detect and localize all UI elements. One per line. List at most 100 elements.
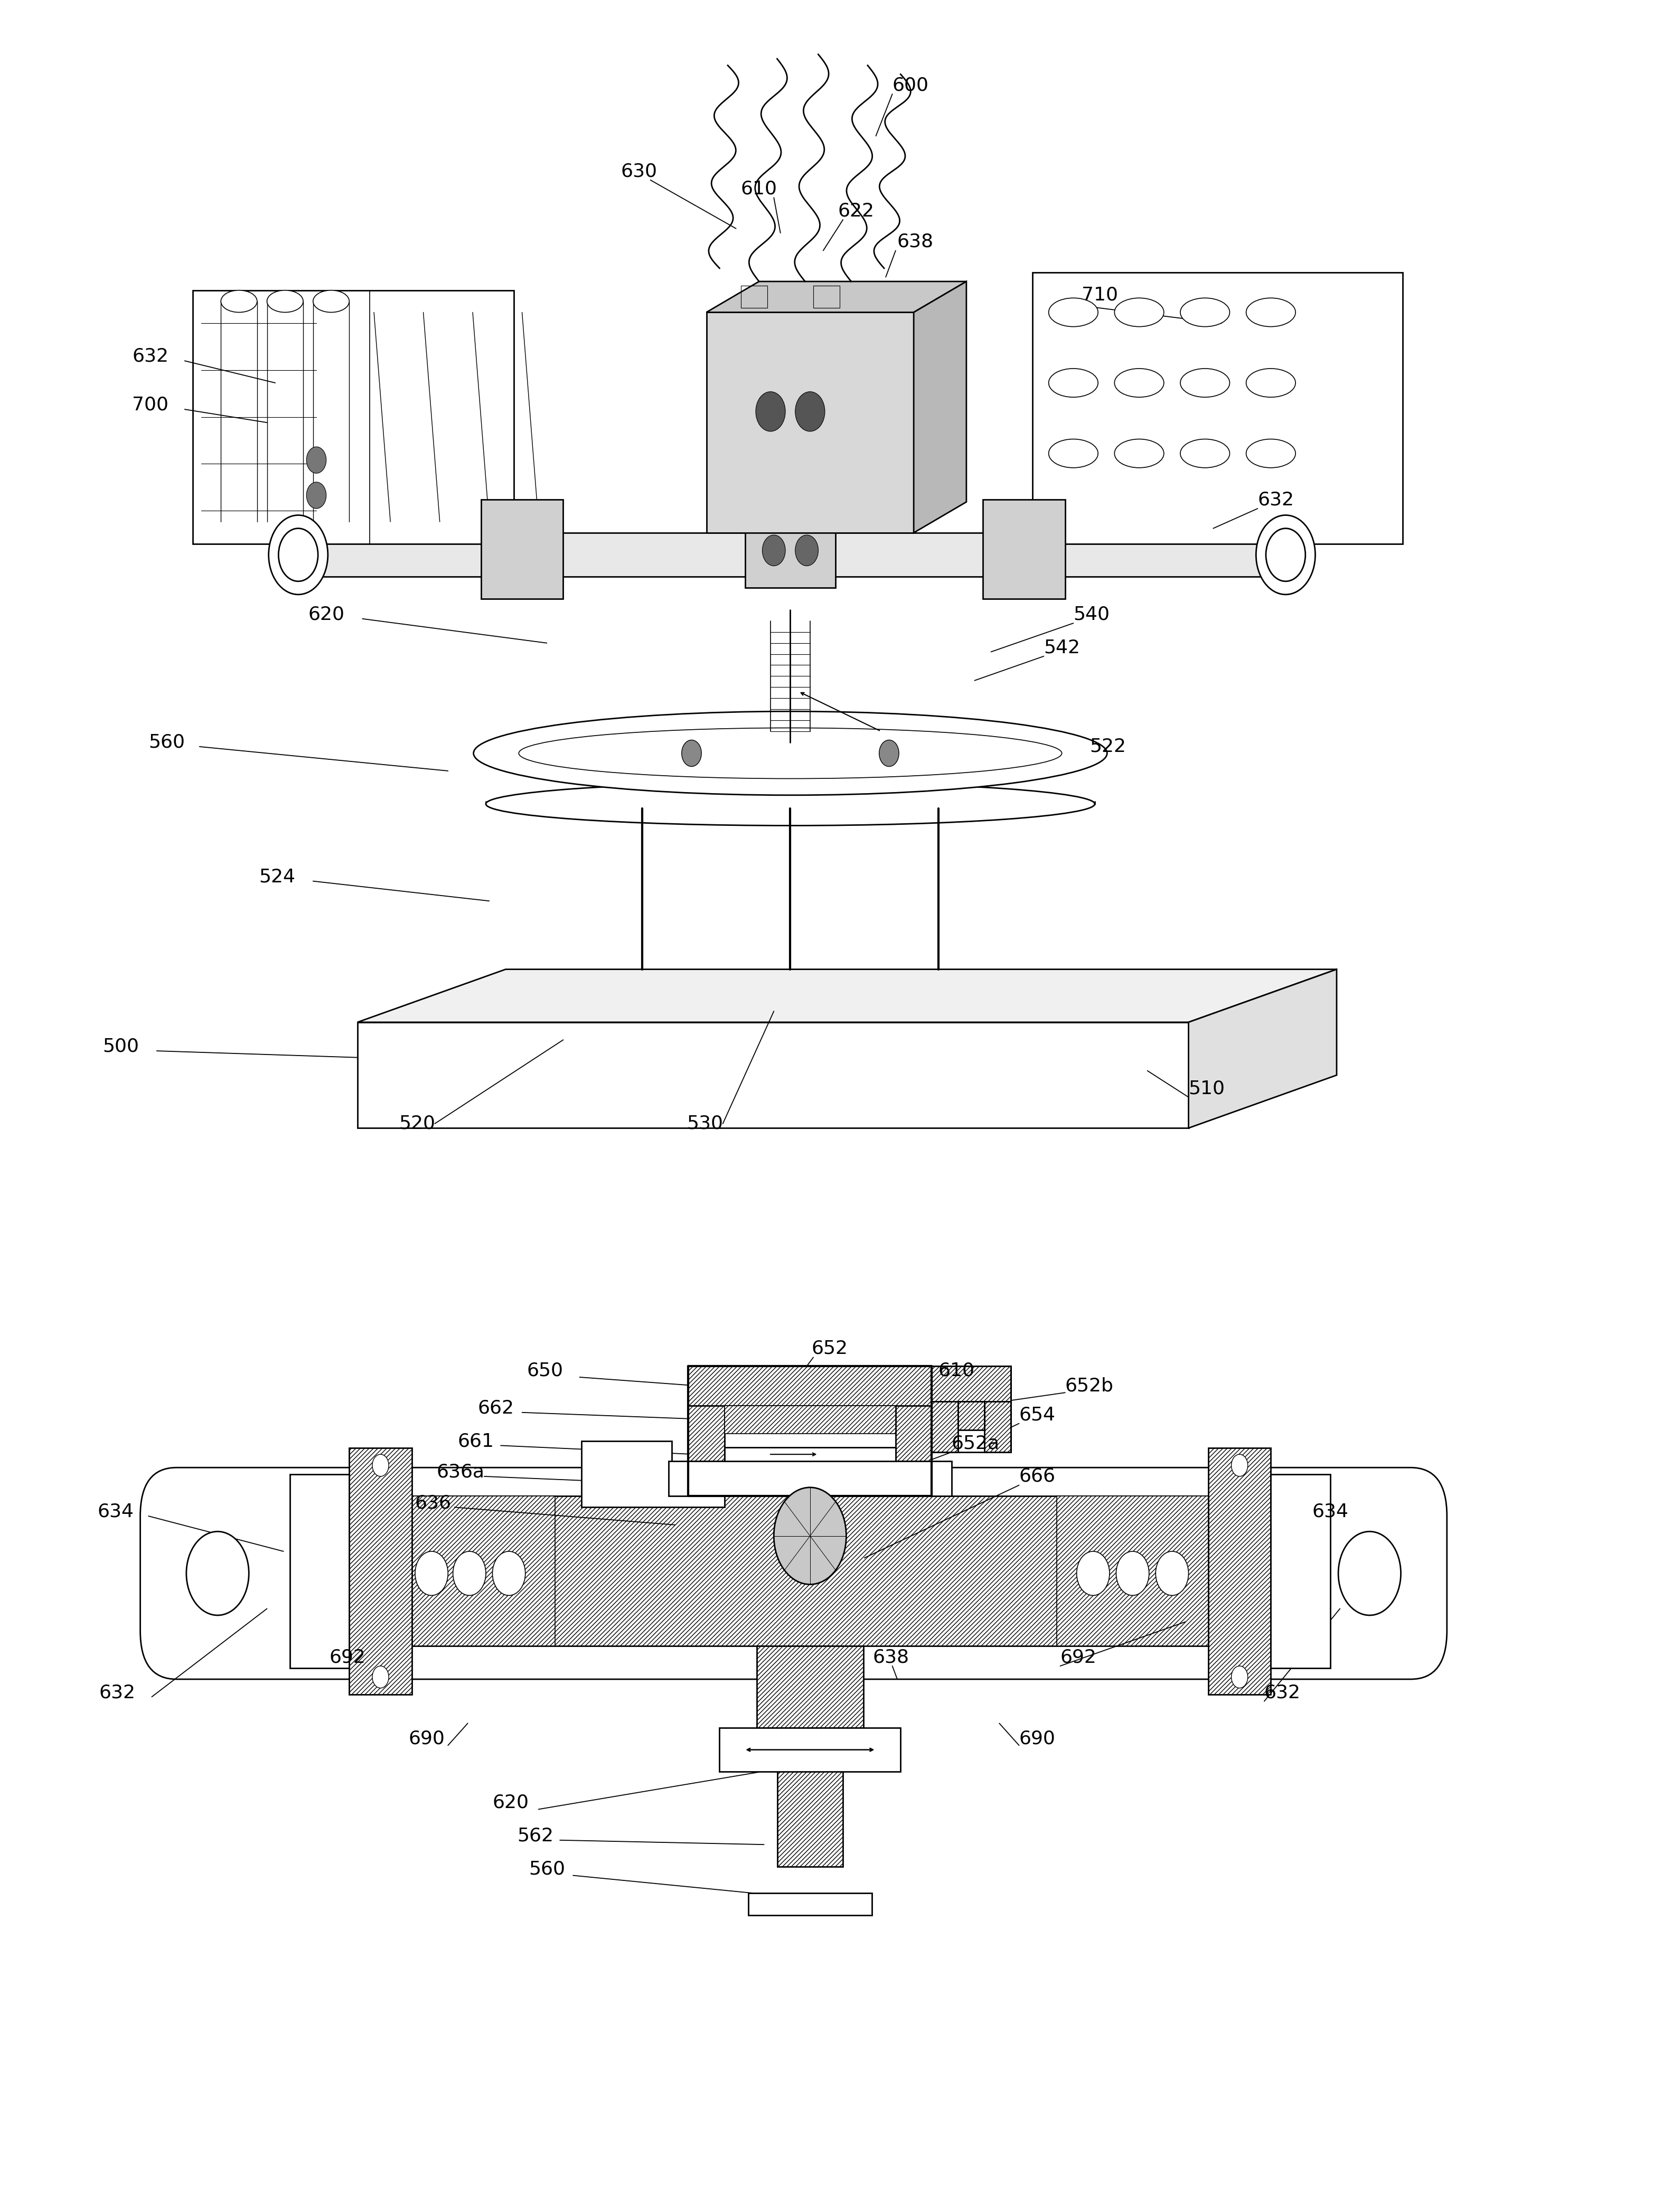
Polygon shape xyxy=(724,1447,896,1460)
Text: 562: 562 xyxy=(517,1827,554,1845)
Circle shape xyxy=(1266,529,1306,582)
Text: 690: 690 xyxy=(1018,1730,1055,1747)
Ellipse shape xyxy=(1048,369,1098,398)
Polygon shape xyxy=(193,290,514,544)
Text: 610: 610 xyxy=(939,1363,975,1380)
Ellipse shape xyxy=(1180,369,1230,398)
Ellipse shape xyxy=(1246,440,1296,467)
Ellipse shape xyxy=(1246,299,1296,327)
Circle shape xyxy=(306,482,326,509)
Ellipse shape xyxy=(1114,369,1164,398)
Text: 630: 630 xyxy=(622,161,658,179)
Polygon shape xyxy=(357,1022,1189,1128)
Ellipse shape xyxy=(473,712,1108,794)
Ellipse shape xyxy=(486,783,1094,825)
Text: 622: 622 xyxy=(838,201,874,219)
Ellipse shape xyxy=(222,290,258,312)
Bar xyxy=(813,285,840,307)
Circle shape xyxy=(762,535,785,566)
Polygon shape xyxy=(706,312,914,533)
Circle shape xyxy=(1076,1551,1109,1595)
Text: 610: 610 xyxy=(741,179,777,197)
Polygon shape xyxy=(668,1460,952,1495)
Text: 638: 638 xyxy=(873,1648,909,1666)
Polygon shape xyxy=(959,1402,985,1431)
Circle shape xyxy=(278,529,317,582)
Ellipse shape xyxy=(268,290,302,312)
Text: 524: 524 xyxy=(260,867,296,885)
Text: 542: 542 xyxy=(1043,639,1079,657)
Text: 661: 661 xyxy=(458,1431,494,1451)
Text: 690: 690 xyxy=(408,1730,445,1747)
Polygon shape xyxy=(777,1728,843,1867)
Polygon shape xyxy=(390,1495,1222,1646)
Circle shape xyxy=(1339,1531,1400,1615)
Text: 654: 654 xyxy=(1018,1405,1056,1425)
Polygon shape xyxy=(349,1447,412,1694)
Text: 650: 650 xyxy=(527,1363,564,1380)
Polygon shape xyxy=(1189,969,1337,1128)
Text: 560: 560 xyxy=(149,732,185,752)
Circle shape xyxy=(453,1551,486,1595)
Text: 662: 662 xyxy=(478,1398,514,1418)
Polygon shape xyxy=(274,533,1309,577)
Polygon shape xyxy=(757,1646,863,1728)
Circle shape xyxy=(372,1666,388,1688)
Text: 520: 520 xyxy=(398,1115,435,1133)
Ellipse shape xyxy=(1114,299,1164,327)
Circle shape xyxy=(415,1551,448,1595)
Text: 652b: 652b xyxy=(1065,1378,1114,1396)
Polygon shape xyxy=(985,1367,1012,1451)
Polygon shape xyxy=(1031,272,1402,544)
Polygon shape xyxy=(719,1728,901,1772)
Circle shape xyxy=(1155,1551,1189,1595)
Bar xyxy=(741,285,767,307)
Polygon shape xyxy=(932,1367,1012,1402)
Circle shape xyxy=(1256,515,1316,595)
Text: 510: 510 xyxy=(1189,1079,1225,1097)
Text: 634: 634 xyxy=(98,1502,134,1520)
Circle shape xyxy=(306,447,326,473)
Text: 632: 632 xyxy=(132,347,169,365)
Text: 700: 700 xyxy=(132,396,169,414)
Circle shape xyxy=(774,1486,846,1584)
Circle shape xyxy=(1231,1666,1248,1688)
Circle shape xyxy=(795,392,825,431)
Text: 600: 600 xyxy=(893,75,929,95)
Text: 632: 632 xyxy=(99,1683,136,1701)
Circle shape xyxy=(493,1551,526,1595)
Circle shape xyxy=(795,535,818,566)
Text: 634: 634 xyxy=(1312,1502,1349,1520)
Polygon shape xyxy=(481,500,564,599)
Polygon shape xyxy=(984,500,1065,599)
Text: 692: 692 xyxy=(1060,1648,1096,1666)
Text: 500: 500 xyxy=(102,1037,139,1055)
Polygon shape xyxy=(896,1367,932,1495)
Polygon shape xyxy=(706,281,967,312)
Ellipse shape xyxy=(1048,440,1098,467)
Text: 636a: 636a xyxy=(436,1462,484,1482)
Circle shape xyxy=(372,1453,388,1475)
Ellipse shape xyxy=(1048,299,1098,327)
Text: 636: 636 xyxy=(415,1493,451,1511)
Polygon shape xyxy=(914,281,967,533)
Text: 530: 530 xyxy=(686,1115,722,1133)
Text: 652a: 652a xyxy=(952,1433,1000,1453)
Text: 540: 540 xyxy=(1073,606,1109,624)
Text: 632: 632 xyxy=(1258,491,1294,509)
Polygon shape xyxy=(1208,1447,1271,1694)
Polygon shape xyxy=(390,1495,555,1646)
Ellipse shape xyxy=(1180,440,1230,467)
Polygon shape xyxy=(688,1367,932,1407)
Text: 620: 620 xyxy=(493,1794,529,1812)
Text: 666: 666 xyxy=(1018,1467,1056,1486)
Circle shape xyxy=(681,741,701,768)
Bar xyxy=(746,500,835,588)
Polygon shape xyxy=(357,969,1337,1022)
Text: 522: 522 xyxy=(1089,737,1126,757)
Circle shape xyxy=(269,515,327,595)
Ellipse shape xyxy=(1180,299,1230,327)
Polygon shape xyxy=(1271,1473,1331,1668)
Polygon shape xyxy=(688,1367,724,1495)
Polygon shape xyxy=(932,1367,959,1451)
